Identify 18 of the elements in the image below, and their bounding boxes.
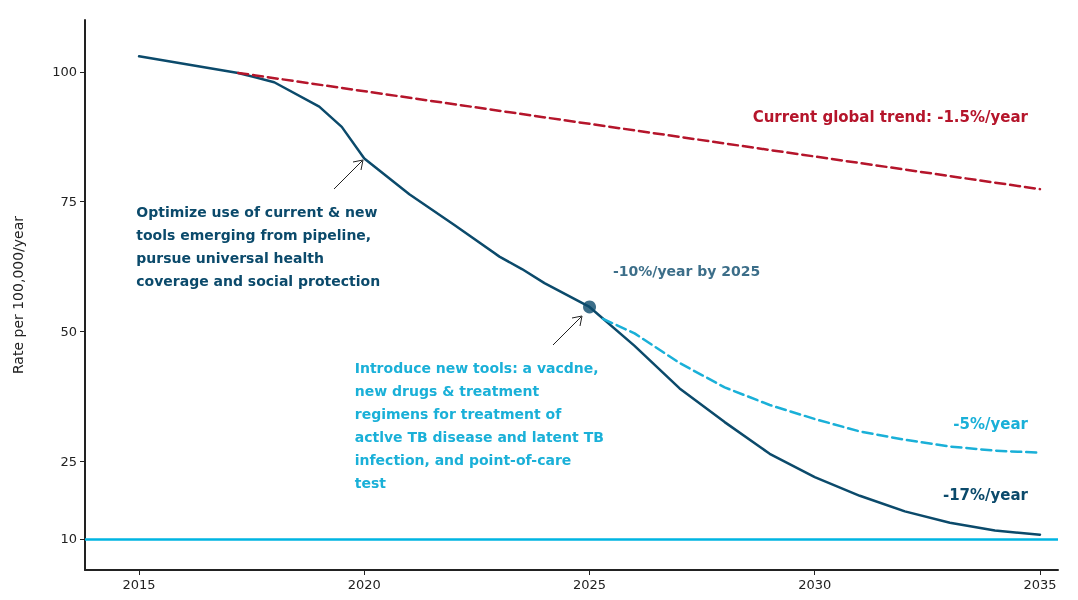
- x-tick-label: 2015: [122, 577, 156, 592]
- x-tick-label: 2030: [798, 577, 832, 592]
- series-label: Current global trend: -1.5%/year: [752, 108, 1029, 127]
- y-tick-label: 50: [60, 323, 77, 339]
- annotation: Optimize use of current & new tools emerging from pipeline, pursue universal health coverage and social protection: [136, 202, 382, 291]
- x-tick-label: 2020: [347, 577, 381, 592]
- text: -10%/year by 2025: [613, 262, 761, 279]
- y-tick-label: 100: [52, 64, 77, 80]
- series-label: -17%/year: [942, 486, 1029, 505]
- annotation: Introduce new tools: a vacdne, new drugs & treatment regimens for treatment of actlve TB disease and latent TB infection, and point-of-care test: [354, 359, 605, 494]
- series-label: -5%/year: [953, 415, 1029, 434]
- y-tick-label: 75: [60, 194, 77, 210]
- x-tick-label: 2035: [1023, 577, 1057, 592]
- y-axis-title: Rate per 100,000/year: [10, 215, 26, 375]
- line-series: [137, 55, 1042, 536]
- y-tick-label: 10: [60, 531, 77, 547]
- y-tick-label: 25: [60, 453, 77, 469]
- x-tick-label: 2025: [572, 577, 607, 592]
